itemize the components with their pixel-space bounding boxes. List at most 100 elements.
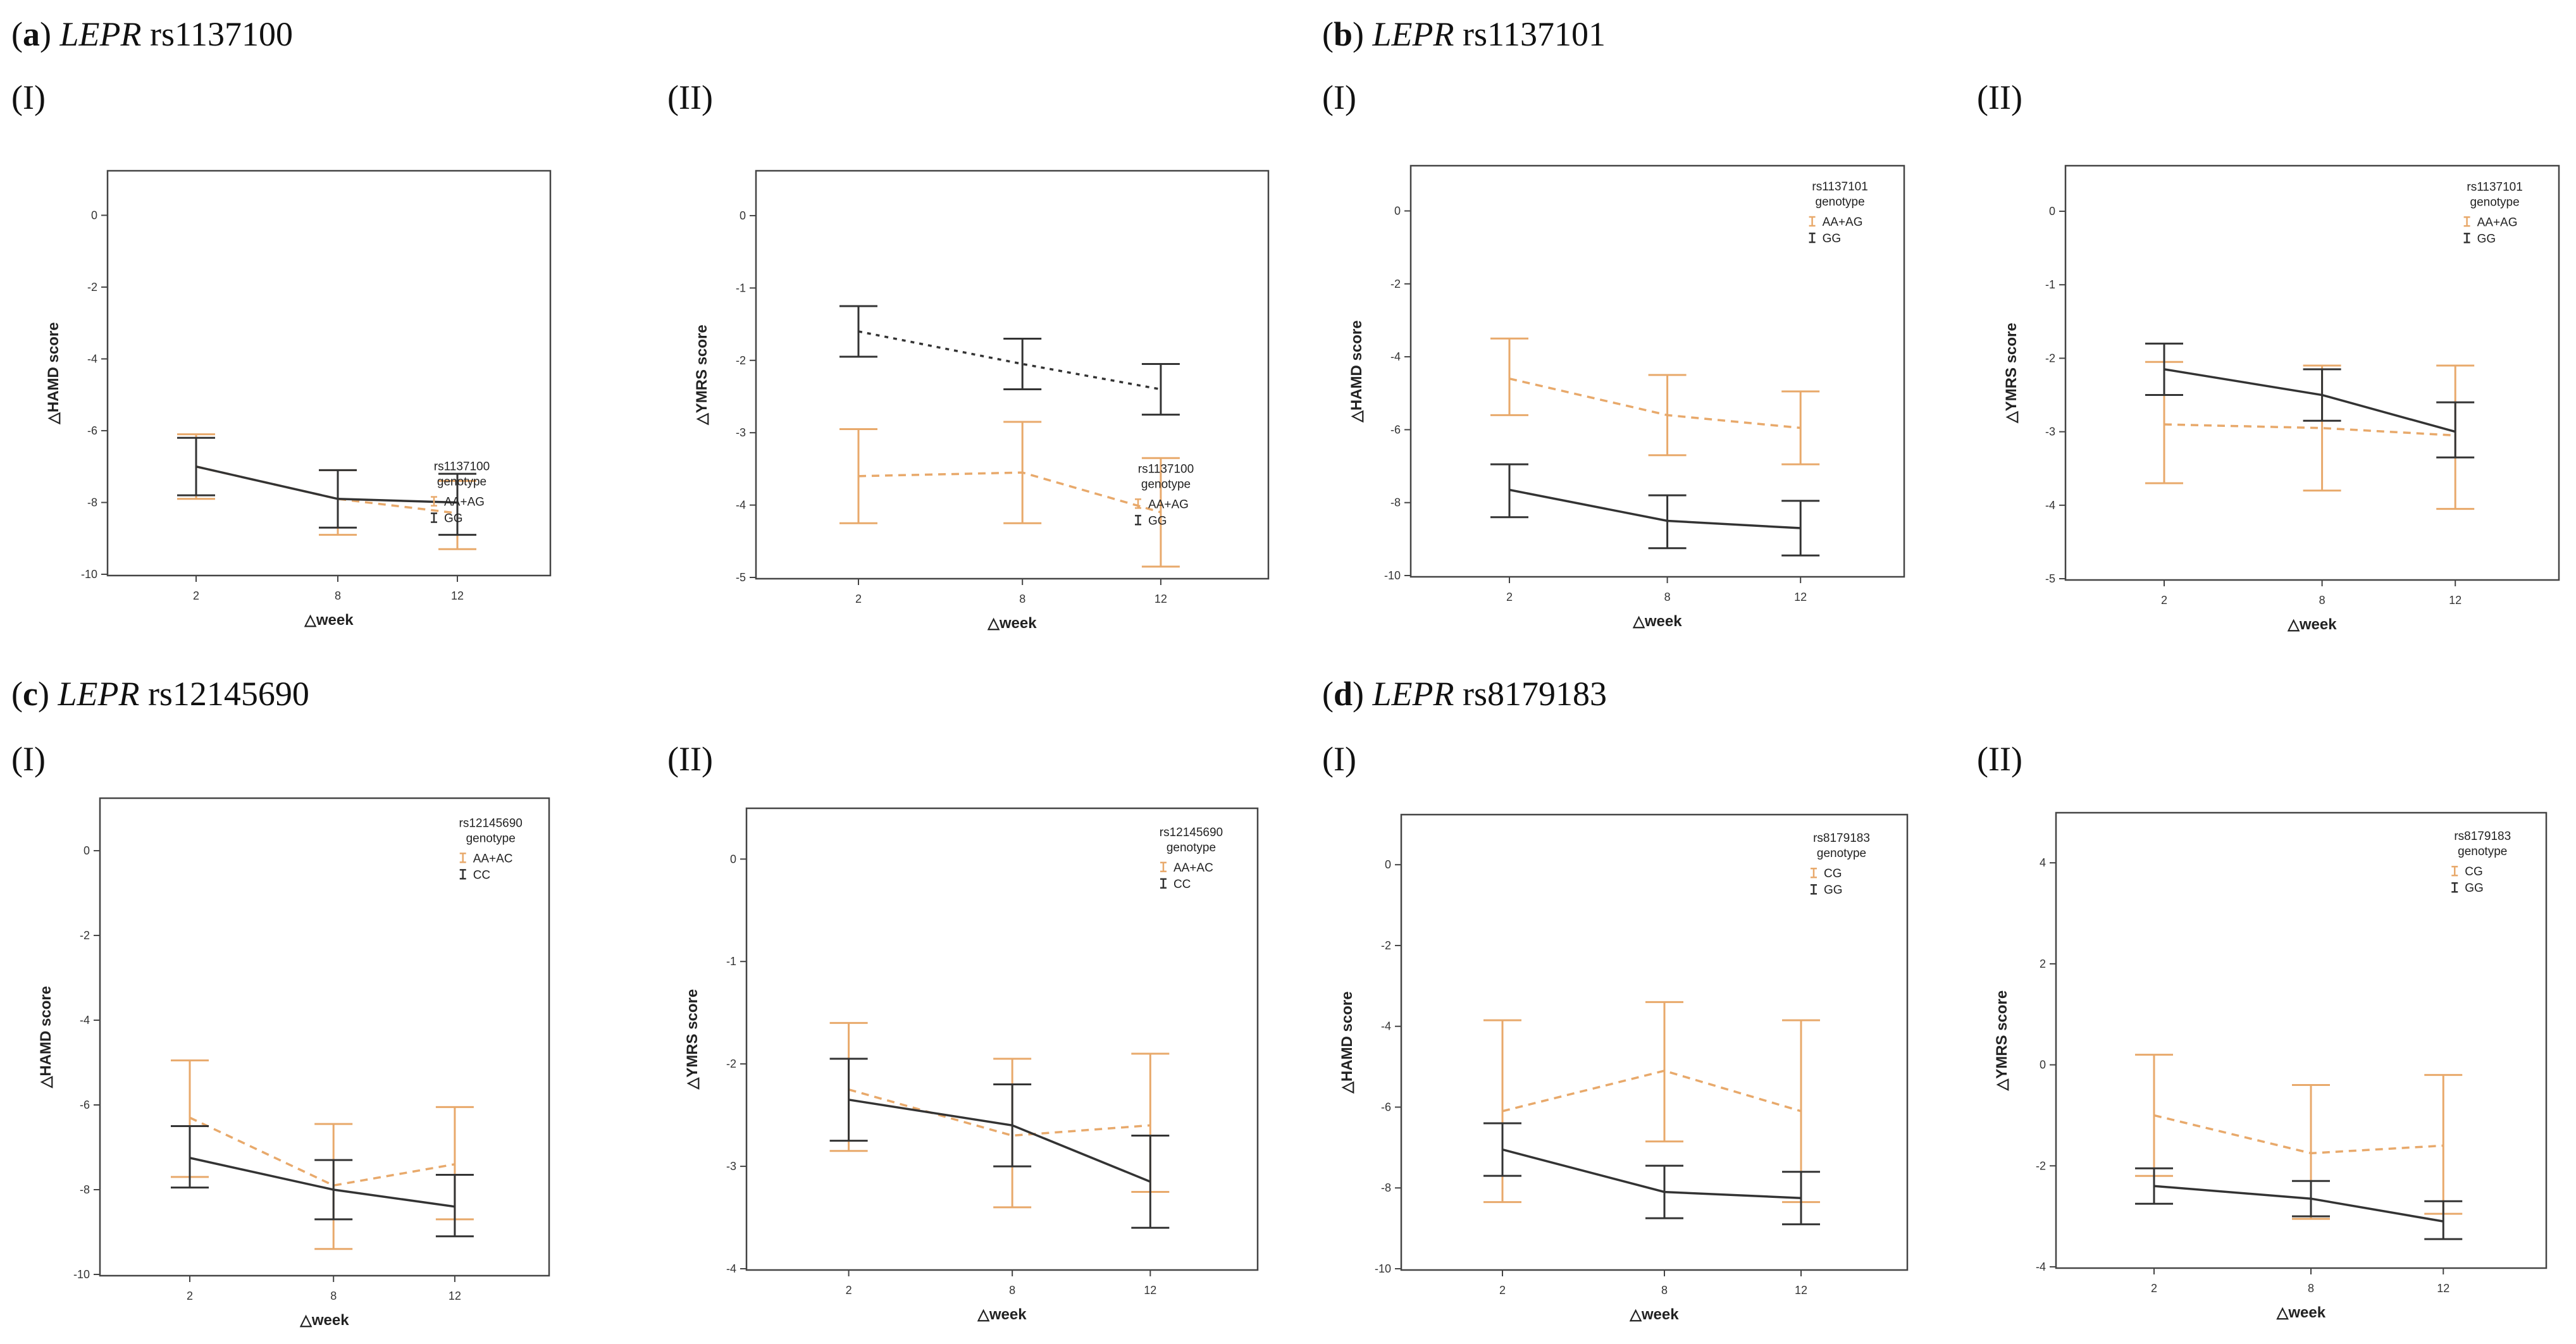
x-axis-label: △week [1629, 1306, 1679, 1323]
legend-label: AA+AC [1173, 861, 1213, 875]
legend-label: AA+AG [2477, 216, 2518, 229]
y-tick-label: -2 [726, 1057, 736, 1070]
x-tick-label: 8 [2319, 594, 2325, 607]
x-tick-label: 12 [449, 1290, 461, 1302]
x-tick-label: 8 [330, 1290, 337, 1302]
panel-heading-d: (d) LEPR rs8179183 [1322, 675, 1607, 713]
legend-subtitle: genotype [1141, 478, 1191, 491]
chart-a-II: 0 -1 -2 -3 -4 -5 2 8 12 △week △YMRS score rs1137100… [693, 170, 1270, 632]
x-tick-label: 2 [187, 1290, 193, 1302]
legend-label: CG [1824, 867, 1842, 880]
y-tick-label: -2 [2036, 1159, 2046, 1172]
y-tick-label: -4 [726, 1262, 736, 1275]
legend-title: rs1137100 [1138, 462, 1194, 476]
x-tick-label: 8 [335, 589, 341, 602]
x-tick-label: 12 [1144, 1284, 1156, 1297]
x-tick-label: 12 [2449, 594, 2461, 607]
sublabel-d-II: (II) [1977, 740, 2022, 778]
x-tick-label: 2 [193, 589, 199, 602]
series-line [195, 465, 458, 504]
series-line [2164, 368, 2456, 433]
y-tick-label: -6 [1381, 1100, 1391, 1113]
panel-letter: d [1334, 675, 1353, 713]
y-tick-label: -4 [1381, 1020, 1391, 1033]
y-tick-label: -1 [726, 955, 736, 968]
sublabel-b-I: (I) [1322, 78, 1356, 116]
plot-frame [745, 807, 1259, 1271]
y-tick-label: -10 [81, 568, 97, 581]
x-tick-label: 2 [1506, 591, 1513, 603]
chart-a-I: 0 -2 -4 -6 -8 -10 2 8 12 △week △HAMD score rs113710… [45, 170, 552, 629]
y-tick-label: 4 [2040, 856, 2046, 869]
y-axis-label: △HAMD score [1339, 991, 1356, 1094]
legend: rs12145690 genotype AA+AC CC [459, 817, 523, 882]
y-tick-label: -8 [87, 496, 97, 509]
legend-subtitle: genotype [1167, 841, 1216, 854]
y-tick-label: -6 [87, 424, 97, 437]
x-axis-label: △week [2276, 1304, 2326, 1321]
plot-frame [2055, 811, 2548, 1269]
x-tick-label: 8 [2308, 1282, 2314, 1295]
series-aa-ag [1490, 337, 1820, 465]
y-tick-label: -5 [736, 571, 746, 584]
charts-layer: 0-2-4-6-8-102 8 12△week△HAMD scorers113710… [37, 164, 2560, 1329]
gene-name: LEPR [1372, 675, 1454, 713]
x-tick-label: 2 [855, 593, 862, 605]
legend-label: GG [444, 512, 463, 526]
legend-title: rs1137101 [2467, 180, 2522, 194]
y-axis-label: △YMRS score [2003, 323, 2020, 424]
legend-label: CC [473, 868, 490, 882]
svg-text:(a) LEPR rs1137100: (a) LEPR rs1137100 [11, 15, 293, 53]
legend-label: GG [1824, 884, 1843, 897]
series-line [1502, 1148, 1802, 1199]
x-tick-label: 8 [1661, 1284, 1668, 1297]
svg-text:(d) LEPR rs8179183: (d) LEPR rs8179183 [1322, 675, 1607, 713]
x-tick-label: 12 [2437, 1282, 2449, 1295]
sublabel-d-I: (I) [1322, 740, 1356, 778]
y-tick-label: -4 [736, 499, 746, 512]
chart-b-II: 0 -1 -2 -3 -4 -5 2 8 12 △week △YMRS score rs1137101… [2003, 164, 2560, 633]
x-tick-label: 8 [1009, 1284, 1015, 1297]
y-axis-label: △YMRS score [693, 324, 710, 426]
series-gg [177, 436, 476, 536]
plot-frame [2064, 164, 2560, 581]
x-tick-label: 8 [1019, 593, 1025, 605]
svg-text:(c) LEPR rs12145690: (c) LEPR rs12145690 [11, 675, 309, 713]
legend-label: CC [1173, 878, 1191, 891]
y-tick-label: -2 [736, 354, 746, 367]
y-tick-label: 2 [2040, 958, 2046, 970]
y-tick-label: -2 [2045, 352, 2055, 364]
snp-id: rs1137100 [150, 15, 293, 53]
chart-c-I: 0 -2 -4 -6 -8 -10 2 8 12 △week △HAMD score rs121456… [37, 797, 550, 1329]
y-tick-label: -6 [80, 1099, 90, 1111]
y-tick-label: -3 [2045, 426, 2055, 438]
y-tick-label: -1 [2045, 278, 2055, 291]
series-cg [2135, 1054, 2463, 1220]
legend: rs12145690 genotype AA+AC CC [1160, 826, 1223, 891]
plot-frame [99, 797, 550, 1277]
y-tick-label: -6 [1390, 423, 1401, 436]
y-tick-label: -8 [1390, 496, 1401, 509]
snp-id: rs8179183 [1463, 675, 1607, 713]
y-tick-label: -4 [2036, 1261, 2046, 1273]
x-tick-label: 2 [846, 1284, 852, 1297]
series-line [858, 471, 1161, 514]
y-tick-label: 0 [84, 844, 90, 857]
plot-frame [755, 170, 1270, 580]
y-tick-label: 0 [2040, 1059, 2046, 1071]
sublabel-c-II: (II) [667, 740, 713, 778]
y-tick-label: -5 [2045, 572, 2055, 585]
y-tick-label: -8 [1381, 1181, 1391, 1194]
x-axis-label: △week [299, 1312, 349, 1329]
legend: rs1137100 genotype AA+AG GG [431, 460, 490, 526]
y-axis-label: △HAMD score [37, 986, 54, 1088]
sublabel-a-II: (II) [667, 78, 713, 116]
y-tick-label: 0 [91, 209, 97, 221]
y-tick-label: -10 [1384, 569, 1401, 582]
gene-name: LEPR [59, 15, 141, 53]
x-axis-label: △week [977, 1306, 1027, 1323]
x-axis-label: △week [987, 615, 1037, 632]
x-tick-label: 12 [1795, 1284, 1807, 1297]
series-line [858, 330, 1161, 391]
x-tick-label: 2 [2161, 594, 2167, 607]
